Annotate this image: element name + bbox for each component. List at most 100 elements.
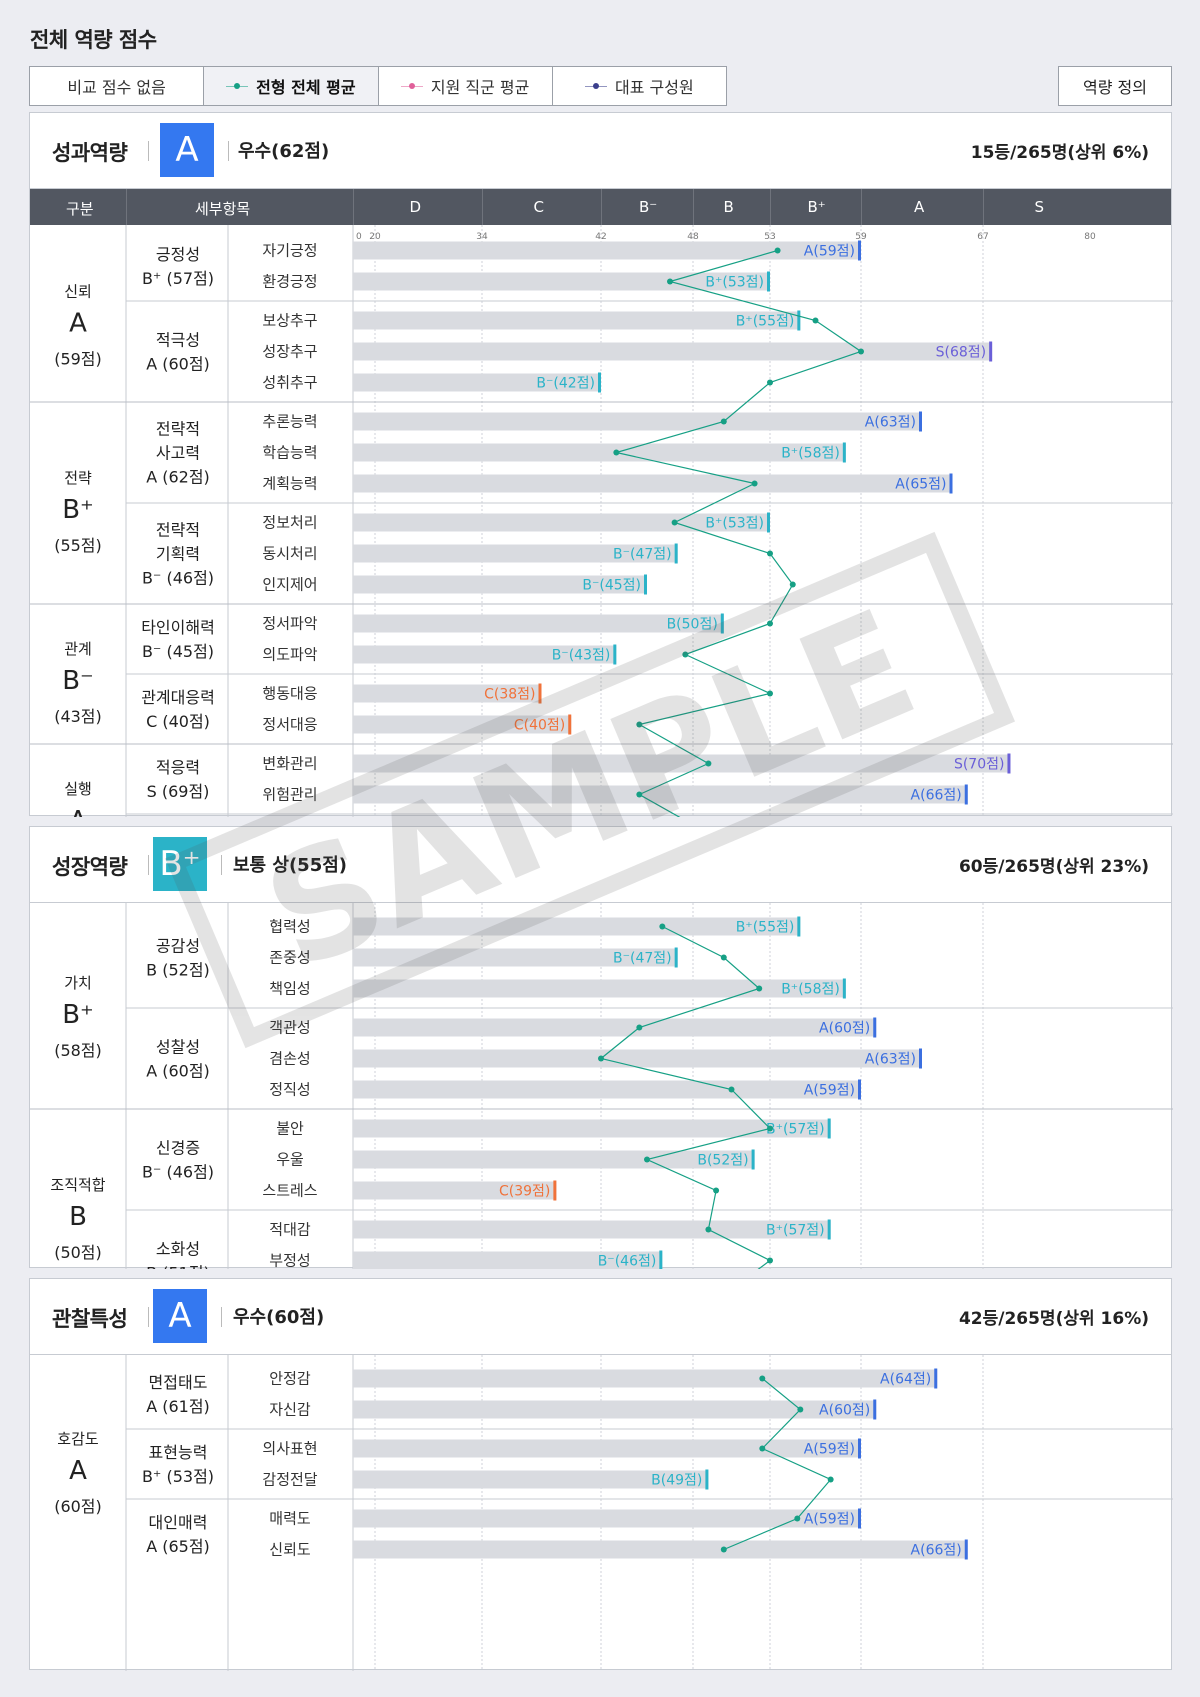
- header-divider: [861, 189, 862, 225]
- section-title: 성과역량: [52, 141, 128, 165]
- score-bar-marker: [949, 473, 953, 494]
- score-bar-marker: [919, 411, 922, 432]
- score-bar-track: [353, 272, 770, 291]
- axis-tick-label: 59: [855, 232, 867, 242]
- average-point: [794, 1515, 801, 1522]
- item-name: 매력도: [269, 1510, 311, 1528]
- sub-group-name: 기획력: [156, 545, 200, 564]
- group-score: (43점): [54, 707, 102, 726]
- score-bar-track: [353, 1439, 861, 1458]
- axis-tick-label: 20: [369, 232, 381, 242]
- section-level: 보통 상(55점): [233, 855, 348, 876]
- score-bar-track: [353, 373, 601, 392]
- item-name: 정서파악: [262, 615, 317, 633]
- score-bar-track: [353, 513, 770, 532]
- score-bar-label: B⁻(47점): [613, 547, 672, 563]
- score-bar-track: [353, 1080, 861, 1099]
- score-bar-marker: [858, 240, 861, 261]
- average-point: [751, 480, 758, 487]
- header-divider: [770, 189, 771, 225]
- section-header: 성과역량 A 우수(62점) 15등/265명(상위 6%): [30, 113, 1171, 189]
- score-bar-marker: [964, 784, 968, 805]
- section-header: 관찰특성 A 우수(60점) 42등/265명(상위 16%): [30, 1279, 1171, 1355]
- average-point: [797, 1406, 804, 1413]
- compare-job-average-tab[interactable]: 지원 직군 평균: [379, 67, 553, 105]
- score-bar-track: [353, 474, 953, 493]
- score-bar-marker: [767, 271, 770, 292]
- score-bar-track: [353, 1049, 922, 1068]
- score-bar-label: A(65점): [895, 477, 946, 493]
- average-point: [759, 1445, 766, 1452]
- score-bar-label: B⁺(58점): [781, 446, 840, 462]
- score-bar-marker: [873, 1399, 877, 1420]
- item-name: 학습능력: [262, 444, 317, 462]
- item-name: 성취추구: [262, 374, 317, 392]
- average-point: [728, 1086, 735, 1093]
- item-name: 불안: [276, 1120, 304, 1138]
- average-point: [759, 1375, 766, 1382]
- section-grade-badge: A: [160, 123, 214, 177]
- axis-tick-label: 67: [977, 232, 988, 242]
- group-grade: B⁺: [62, 495, 94, 525]
- item-name: 변화관리: [262, 755, 317, 773]
- item-name: 의도파악: [262, 646, 317, 664]
- score-bar-label: B(50점): [667, 617, 718, 633]
- average-point: [720, 954, 727, 961]
- section-chart: 0 20 34 42 48 53 59 67 80A(59점)자기긍정B⁺(53점)환경긍정긍정…: [30, 225, 1173, 817]
- header-divider: [353, 189, 354, 225]
- sub-group-grade: C (40점): [146, 712, 210, 731]
- average-point: [767, 1257, 773, 1264]
- item-name: 자신감: [269, 1401, 311, 1419]
- average-line: [599, 925, 772, 1269]
- average-point: [713, 1187, 720, 1194]
- average-point: [659, 923, 666, 930]
- compare-representative-tab[interactable]: 대표 구성원: [553, 67, 726, 105]
- score-bar-label: S(68점): [936, 345, 987, 361]
- group-grade: A: [69, 309, 87, 339]
- sub-group-name: 신경증: [156, 1139, 200, 1158]
- average-point: [671, 519, 678, 526]
- sub-group-grade: A (62점): [146, 468, 210, 487]
- score-bar-track: [353, 614, 724, 633]
- header-grade-band: A: [914, 198, 925, 216]
- compare-job-average-label: 지원 직군 평균: [430, 78, 530, 97]
- score-bar-marker: [797, 916, 801, 937]
- average-point: [636, 721, 643, 728]
- score-bar-track: [353, 1369, 938, 1388]
- item-name: 인지제어: [262, 576, 317, 594]
- compare-all-average-tab[interactable]: 전형 전체 평균: [204, 67, 379, 105]
- header-divider: [601, 189, 602, 225]
- sub-group-name: 사고력: [156, 444, 200, 463]
- score-bar-marker: [827, 1219, 831, 1240]
- score-bar-track: [353, 979, 846, 998]
- score-bar-label: A(59점): [804, 1083, 855, 1099]
- definition-button[interactable]: 역량 정의: [1058, 66, 1172, 106]
- item-name: 부정성: [269, 1252, 310, 1270]
- item-name: 존중성: [269, 949, 310, 967]
- section-level: 우수(60점): [233, 1307, 325, 1328]
- score-bar-track: [353, 1509, 861, 1528]
- section-2: 관찰특성 A 우수(60점) 42등/265명(상위 16%) A(64점) 안정감 A(6…: [29, 1278, 1173, 1671]
- header-divider: [983, 189, 984, 225]
- compare-none-tab[interactable]: 비교 점수 없음: [30, 67, 205, 105]
- score-bar-label: B⁺(55점): [736, 314, 795, 330]
- axis-tick-label: 0: [356, 232, 362, 242]
- group-name: 전략: [64, 469, 92, 487]
- score-bar-marker: [989, 341, 993, 362]
- item-name: 객관성: [269, 1019, 310, 1037]
- item-name: 자기긍정: [262, 242, 317, 260]
- score-bar-label: A(66점): [911, 1543, 962, 1559]
- average-point: [827, 1476, 834, 1483]
- average-point: [720, 418, 727, 425]
- sub-group-grade: B⁻ (46점): [142, 569, 214, 588]
- score-bar-track: [353, 342, 993, 361]
- average-point: [720, 1546, 727, 1553]
- item-name: 겸손성: [269, 1050, 310, 1068]
- header-grade-band: B⁻: [639, 198, 658, 216]
- average-point: [613, 449, 620, 456]
- score-bar-label: C(39점): [499, 1184, 550, 1200]
- score-bar-track: [353, 1400, 877, 1419]
- average-point: [705, 760, 712, 767]
- score-bar-marker: [538, 683, 542, 704]
